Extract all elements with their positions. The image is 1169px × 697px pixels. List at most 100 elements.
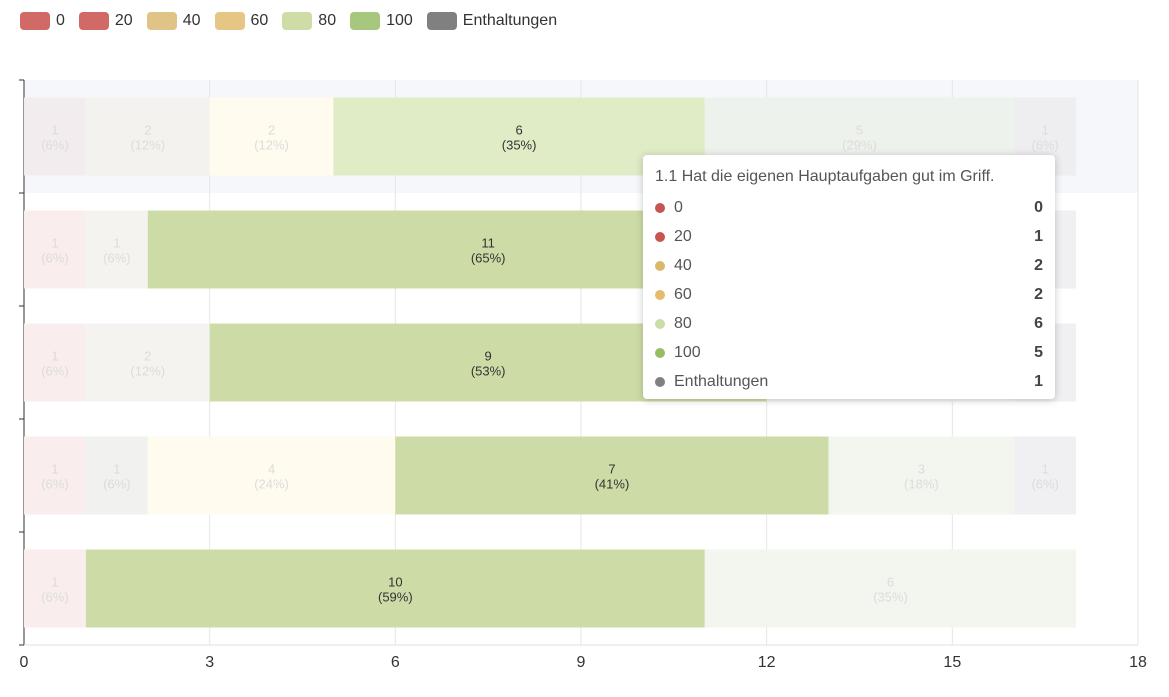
bar-percent-label: (6%) — [41, 251, 68, 266]
bar-segment — [85, 436, 148, 515]
bar-value-label: 1 — [113, 236, 120, 251]
legend-swatch — [78, 12, 109, 30]
tooltip-row-label: 20 — [674, 227, 692, 245]
bar-segment — [85, 323, 210, 402]
legend-label: 40 — [182, 12, 201, 29]
legend-item-40[interactable]: 40 — [146, 12, 201, 30]
bar-segment — [24, 549, 86, 628]
bar-segment — [395, 436, 829, 515]
tooltip-row-value: 1 — [1034, 227, 1043, 245]
tooltip-row-label: 80 — [674, 314, 692, 332]
x-tick-label: 18 — [1129, 654, 1147, 671]
bar-percent-label: (6%) — [103, 251, 130, 266]
legend-swatch — [282, 12, 313, 30]
legend-swatch — [426, 12, 457, 30]
legend-item-0[interactable]: 0 — [20, 12, 65, 30]
bar-value-label: 5 — [856, 123, 863, 138]
bar-segment — [24, 210, 86, 289]
tooltip-row: 40 2 — [655, 251, 1043, 280]
bar-segment — [333, 97, 705, 176]
tooltip-row: 100 5 — [655, 338, 1043, 367]
bar-value-label: 3 — [918, 462, 925, 477]
bar-value-label: 11 — [481, 236, 495, 251]
bar-value-label: 6 — [887, 575, 894, 590]
bar-percent-label: (6%) — [103, 477, 130, 492]
bar-segment — [24, 97, 86, 176]
legend-item-100[interactable]: 100 — [350, 12, 413, 30]
bar-percent-label: (65%) — [471, 251, 506, 266]
x-tick-label: 9 — [577, 654, 586, 671]
tooltip-row-value: 5 — [1034, 343, 1043, 361]
bar-value-label: 9 — [485, 349, 492, 364]
legend-swatch — [214, 12, 245, 30]
legend-label: 80 — [318, 12, 337, 29]
legend-label: 100 — [386, 12, 413, 29]
chart-tooltip: 1.1 Hat die eigenen Hauptaufgaben gut im… — [643, 155, 1055, 399]
bar-segment — [1014, 436, 1077, 515]
legend-item-60[interactable]: 60 — [214, 12, 268, 30]
legend-item-enthaltungen[interactable]: Enthaltungen — [426, 12, 558, 30]
tooltip-row-label: 40 — [674, 256, 692, 274]
bar-percent-label: (6%) — [41, 138, 68, 153]
bar-value-label: 6 — [515, 123, 522, 138]
legend-swatch — [20, 12, 50, 30]
bar-percent-label: (53%) — [471, 364, 506, 379]
bar-value-label: 10 — [388, 575, 402, 590]
tooltip-dot-icon — [655, 202, 665, 213]
x-tick-label: 6 — [391, 654, 400, 671]
bar-percent-label: (6%) — [1031, 477, 1058, 492]
tooltip-dot-icon — [655, 347, 665, 358]
bar-segment — [209, 97, 334, 176]
bar-percent-label: (6%) — [41, 590, 68, 605]
tooltip-row-value: 6 — [1034, 314, 1043, 332]
bar-segment — [704, 549, 1077, 628]
legend-label: Enthaltungen — [462, 12, 558, 29]
bar-value-label: 1 — [51, 236, 58, 251]
legend-swatch — [146, 12, 177, 30]
bar-percent-label: (12%) — [130, 364, 165, 379]
tooltip-row: Enthaltungen 1 — [655, 367, 1043, 396]
tooltip-row-value: 2 — [1034, 285, 1043, 303]
bar-value-label: 2 — [268, 123, 275, 138]
bar-segment — [85, 210, 148, 289]
tooltip-row: 60 2 — [655, 280, 1043, 309]
bar-percent-label: (35%) — [502, 138, 537, 153]
legend-label: 0 — [56, 12, 65, 29]
tooltip-row-label: 100 — [674, 343, 701, 361]
bar-segment — [85, 97, 210, 176]
tooltip-row-value: 0 — [1034, 198, 1043, 216]
bar-percent-label: (6%) — [41, 364, 68, 379]
bar-percent-label: (6%) — [1031, 138, 1058, 153]
bar-value-label: 1 — [51, 462, 58, 477]
legend-item-20[interactable]: 20 — [78, 12, 133, 30]
bar-value-label: 4 — [268, 462, 275, 477]
bar-percent-label: (29%) — [842, 138, 877, 153]
tooltip-row-value: 2 — [1034, 256, 1043, 274]
x-tick-label: 0 — [20, 654, 29, 671]
bar-value-label: 1 — [51, 349, 58, 364]
bar-value-label: 7 — [608, 462, 615, 477]
tooltip-row-label: 60 — [674, 285, 692, 303]
tooltip-row-label: Enthaltungen — [674, 372, 769, 390]
bar-percent-label: (18%) — [904, 477, 939, 492]
bar-segment — [24, 323, 86, 402]
legend-label: 20 — [114, 12, 133, 29]
bar-percent-label: (24%) — [254, 477, 289, 492]
bar-value-label: 2 — [144, 123, 151, 138]
bar-segment — [85, 549, 705, 628]
bar-percent-label: (6%) — [41, 477, 68, 492]
tooltip-row: 80 6 — [655, 309, 1043, 338]
bar-value-label: 1 — [51, 123, 58, 138]
tooltip-row-value: 1 — [1034, 372, 1043, 390]
bar-percent-label: (59%) — [378, 590, 413, 605]
bar-value-label: 1 — [113, 462, 120, 477]
bar-value-label: 1 — [1042, 123, 1049, 138]
legend-item-80[interactable]: 80 — [282, 12, 336, 30]
tooltip-dot-icon — [655, 231, 665, 242]
bar-value-label: 1 — [51, 575, 58, 590]
bar-percent-label: (35%) — [873, 590, 908, 605]
tooltip-title: 1.1 Hat die eigenen Hauptaufgaben gut im… — [655, 168, 995, 185]
tooltip-dot-icon — [655, 289, 665, 300]
x-tick-label: 3 — [205, 654, 214, 671]
